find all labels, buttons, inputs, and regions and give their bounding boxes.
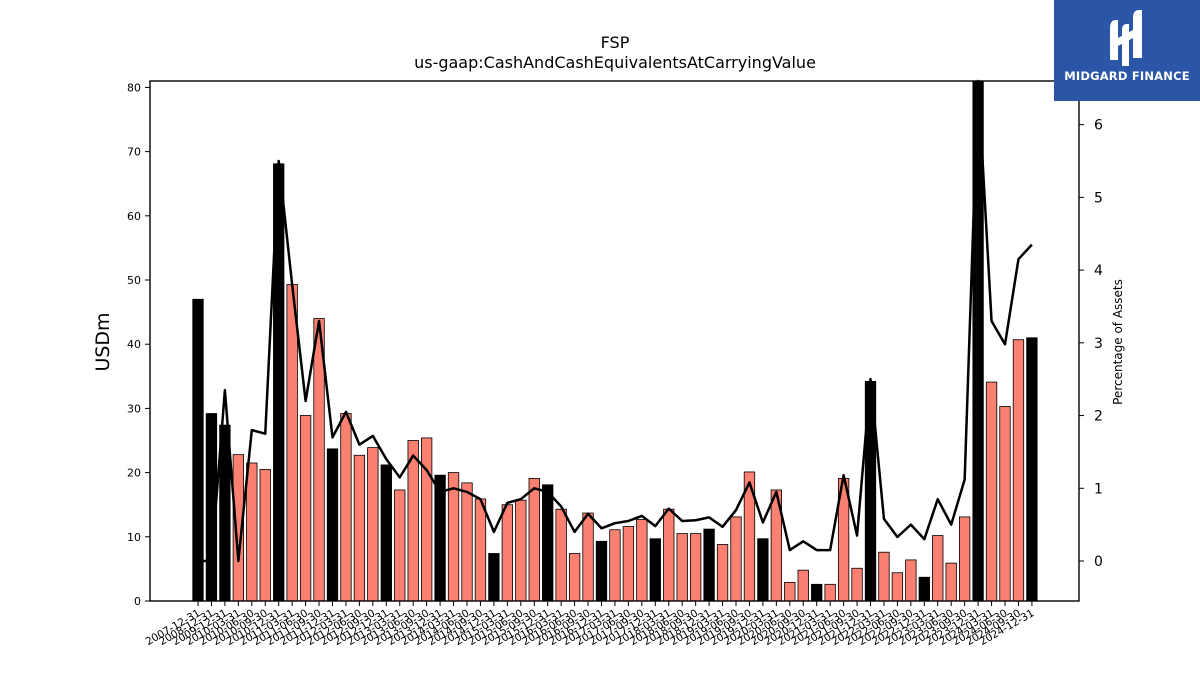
bar	[636, 519, 648, 602]
bar	[676, 533, 688, 602]
bar	[407, 440, 419, 602]
bar	[999, 406, 1011, 602]
bar	[905, 559, 917, 602]
bar	[622, 526, 635, 602]
x-axis: 2007-12-312008-12-312009-12-312010-03-31…	[144, 601, 1036, 648]
bar	[595, 540, 608, 602]
bar	[757, 538, 769, 602]
bar	[501, 504, 514, 602]
brand-logo: MIDGARD FINANCE	[1054, 0, 1200, 101]
bar	[299, 415, 312, 602]
bar	[515, 499, 527, 602]
brand-name: MIDGARD FINANCE	[1064, 69, 1190, 83]
y-tick-label: 20	[127, 467, 141, 480]
bar	[918, 576, 930, 602]
bar	[851, 567, 863, 602]
bar	[945, 562, 957, 602]
y-tick-label: 50	[127, 274, 141, 287]
y2-tick-label: 3	[1094, 336, 1103, 352]
bar	[380, 464, 392, 602]
chart-subtitle: us-gaap:CashAndCashEquivalentsAtCarrying…	[414, 53, 816, 72]
y-axis-left: 0 10 20 30 40 50 60 70 80	[127, 81, 150, 608]
y-tick-label: 70	[127, 146, 141, 159]
bar	[447, 472, 460, 602]
bar	[959, 516, 971, 602]
bar	[811, 583, 823, 602]
bar	[474, 498, 487, 602]
bar	[340, 413, 352, 602]
bar	[192, 298, 204, 602]
bar	[716, 544, 729, 602]
bar	[353, 454, 366, 602]
bar	[555, 508, 567, 602]
bar	[542, 484, 554, 602]
bar	[1026, 337, 1038, 602]
bar	[609, 529, 621, 602]
y2-axis-label: Percentage of Assets	[1111, 279, 1125, 405]
bar	[690, 533, 702, 602]
y-tick-label: 80	[127, 81, 141, 94]
y-tick-label: 40	[127, 338, 141, 351]
bar	[985, 381, 998, 602]
y-tick-label: 0	[134, 595, 141, 608]
bar	[649, 538, 661, 602]
bar	[434, 474, 446, 602]
bar	[420, 437, 433, 602]
chart-title: FSP	[601, 33, 630, 52]
bar-layer	[192, 80, 1038, 602]
y-axis-right: 0 1 2 3 4 5 6	[1079, 118, 1103, 570]
bar	[461, 482, 473, 602]
bar	[394, 489, 406, 602]
y-tick-label: 30	[127, 402, 141, 415]
bar	[784, 581, 796, 602]
bar	[259, 468, 271, 602]
bar	[932, 535, 944, 602]
y-tick-label: 60	[127, 210, 141, 223]
bar	[488, 553, 500, 602]
y2-tick-label: 1	[1094, 481, 1103, 497]
bar	[797, 569, 809, 602]
y2-tick-label: 0	[1094, 554, 1103, 570]
bar	[246, 462, 258, 602]
bar	[663, 508, 675, 602]
bar	[891, 572, 904, 602]
bar	[703, 528, 715, 602]
bar	[367, 447, 379, 602]
y2-tick-label: 2	[1094, 409, 1103, 425]
y2-tick-label: 4	[1094, 263, 1103, 279]
midgard-logo-icon	[1110, 10, 1142, 66]
bar	[878, 551, 890, 602]
bar	[1012, 339, 1025, 602]
bar	[528, 477, 540, 602]
bar	[326, 448, 339, 602]
percentage-line	[198, 79, 1033, 563]
y-axis-label: USDm	[92, 312, 114, 371]
bar	[286, 284, 298, 602]
percentage-line-layer	[198, 79, 1033, 563]
y-tick-label: 10	[127, 531, 141, 544]
bar	[824, 583, 836, 602]
bar	[582, 512, 594, 602]
y2-tick-label: 6	[1094, 118, 1103, 134]
bar	[568, 553, 581, 602]
bar	[730, 516, 742, 602]
y2-tick-label: 5	[1094, 190, 1103, 206]
